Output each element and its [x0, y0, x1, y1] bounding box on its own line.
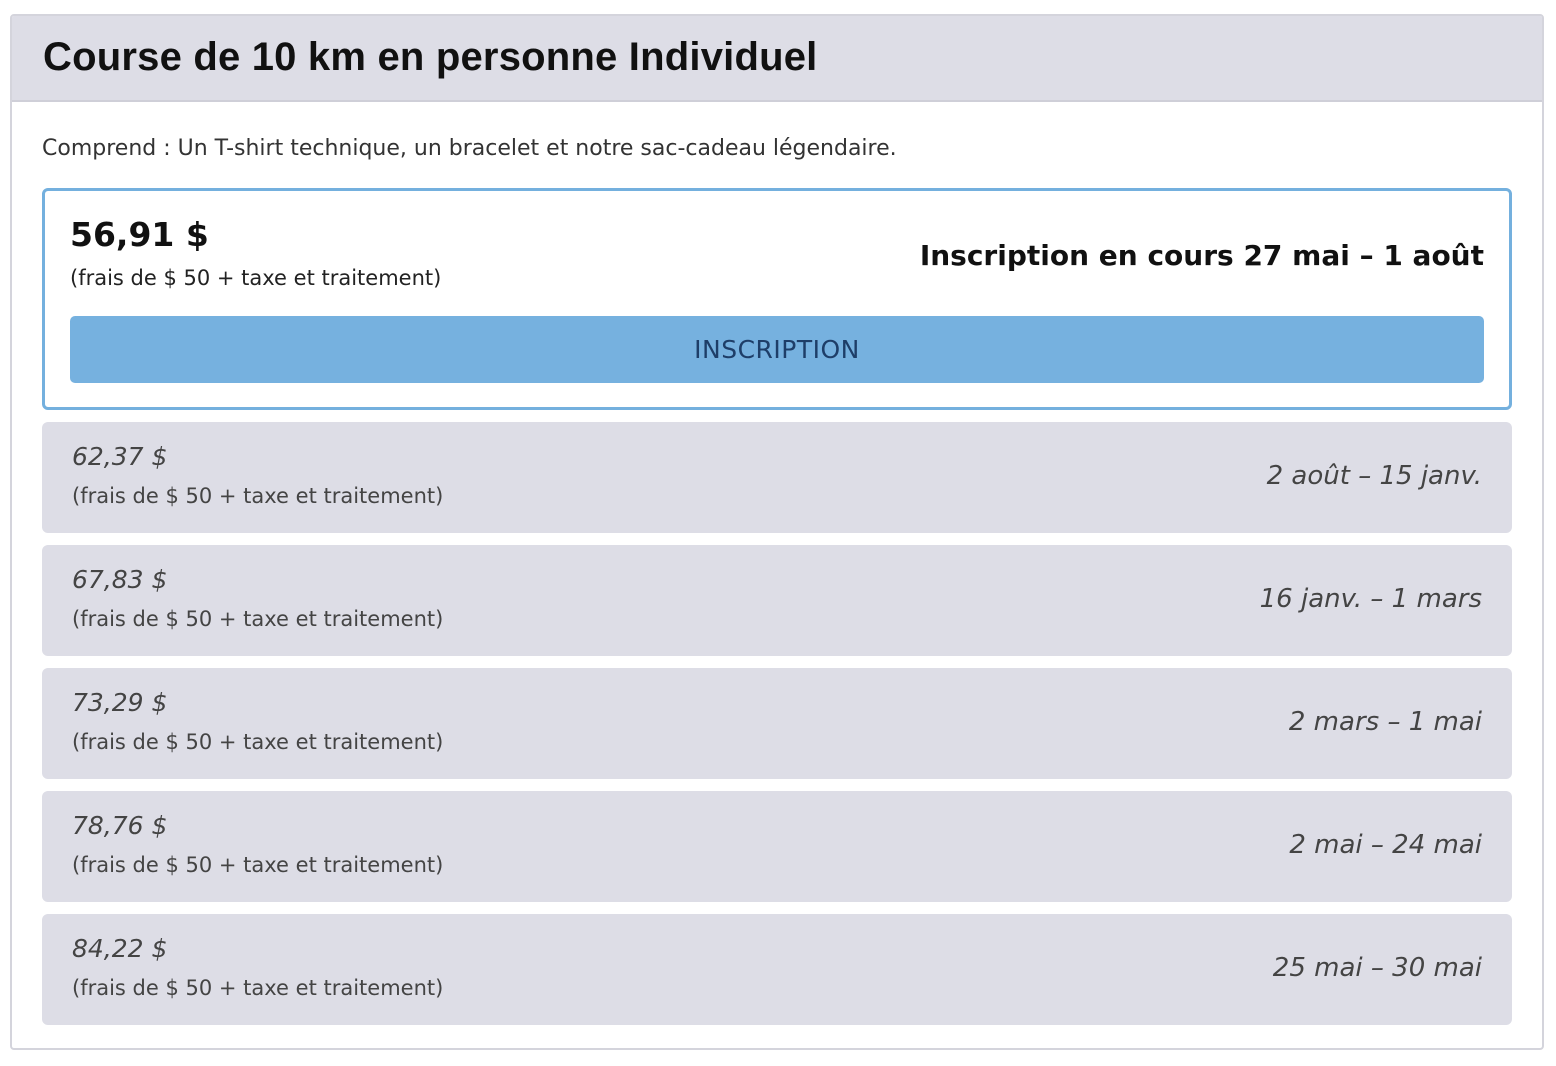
future-price-tier-4: 78,76 $ (frais de $ 50 + taxe et traitem…	[42, 791, 1512, 902]
tier-period: 2 mars – 1 mai	[1288, 707, 1482, 737]
future-price-tier-5: 84,22 $ (frais de $ 50 + taxe et traitem…	[42, 914, 1512, 1025]
tier-fee-note: (frais de $ 50 + taxe et traitement)	[72, 607, 444, 631]
current-period: Inscription en cours 27 mai – 1 août	[919, 239, 1484, 272]
current-fee-note: (frais de $ 50 + taxe et traitement)	[70, 266, 442, 290]
current-price: 56,91 $	[70, 215, 209, 254]
tier-period: 2 mai – 24 mai	[1289, 830, 1482, 860]
tier-fee-note: (frais de $ 50 + taxe et traitement)	[72, 484, 444, 508]
includes-text: Comprend : Un T-shirt technique, un brac…	[42, 136, 897, 161]
tier-fee-note: (frais de $ 50 + taxe et traitement)	[72, 853, 444, 877]
registration-card: Course de 10 km en personne Individuel C…	[10, 14, 1544, 1050]
future-price-tier-3: 73,29 $ (frais de $ 50 + taxe et traitem…	[42, 668, 1512, 779]
tier-price: 78,76 $	[72, 811, 168, 840]
tier-price: 73,29 $	[72, 688, 168, 717]
tier-price: 67,83 $	[72, 565, 168, 594]
tier-period: 2 août – 15 janv.	[1266, 461, 1482, 491]
tier-price: 62,37 $	[72, 442, 168, 471]
tier-period: 25 mai – 30 mai	[1272, 953, 1482, 983]
register-button[interactable]: INSCRIPTION	[70, 316, 1484, 383]
future-price-tier-2: 67,83 $ (frais de $ 50 + taxe et traitem…	[42, 545, 1512, 656]
tier-price: 84,22 $	[72, 934, 168, 963]
tier-fee-note: (frais de $ 50 + taxe et traitement)	[72, 730, 444, 754]
card-title: Course de 10 km en personne Individuel	[43, 34, 818, 79]
tier-fee-note: (frais de $ 50 + taxe et traitement)	[72, 976, 444, 1000]
current-price-tier: 56,91 $ (frais de $ 50 + taxe et traitem…	[42, 188, 1512, 410]
future-price-tier-1: 62,37 $ (frais de $ 50 + taxe et traitem…	[42, 422, 1512, 533]
tier-period: 16 janv. – 1 mars	[1259, 584, 1482, 614]
card-body: Comprend : Un T-shirt technique, un brac…	[12, 102, 1542, 1025]
card-header: Course de 10 km en personne Individuel	[12, 16, 1542, 102]
